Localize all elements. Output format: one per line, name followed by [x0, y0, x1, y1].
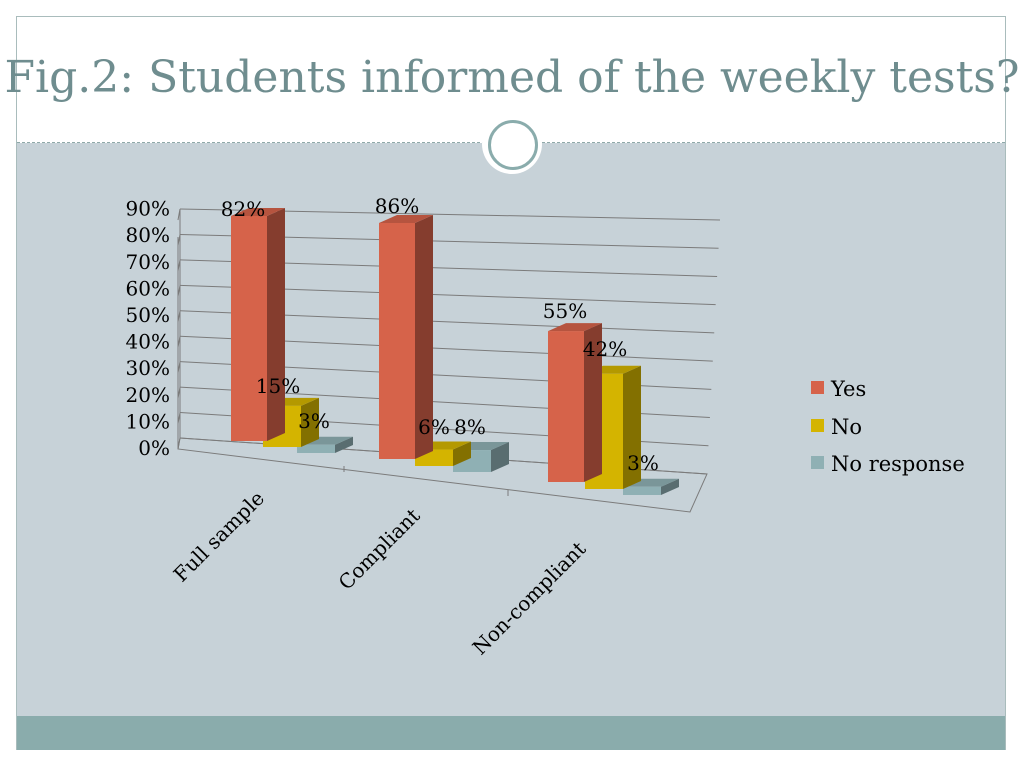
- bar-side: [584, 323, 602, 482]
- y-tick-label: 80%: [126, 223, 170, 247]
- data-label: 6%: [418, 415, 450, 439]
- bar-top: [231, 207, 285, 216]
- category-label: Compliant: [334, 503, 425, 594]
- bar-top: [379, 215, 433, 223]
- data-label: 8%: [454, 415, 486, 439]
- data-label: 3%: [627, 451, 659, 475]
- bar-side: [661, 478, 679, 495]
- legend-label: No: [831, 415, 862, 439]
- data-label: 55%: [543, 299, 587, 323]
- data-label: 15%: [256, 374, 300, 398]
- legend-swatch: [811, 419, 824, 432]
- y-tick-label: 50%: [126, 303, 170, 327]
- bar: [231, 215, 267, 441]
- data-label: 86%: [375, 194, 419, 218]
- footer-bar: [17, 716, 1005, 750]
- legend-swatch: [811, 456, 824, 469]
- bar-side: [453, 441, 471, 466]
- ornament-ring: [488, 120, 538, 170]
- y-tick-label: 40%: [126, 330, 170, 354]
- category-label: Full sample: [169, 486, 269, 586]
- bar: [297, 444, 335, 453]
- bar: [623, 486, 661, 495]
- data-label: 82%: [221, 197, 265, 221]
- legend-label: No response: [831, 452, 965, 476]
- content-area: [17, 143, 1005, 716]
- y-tick-label: 10%: [126, 409, 170, 433]
- bar-side: [301, 397, 319, 447]
- legend-swatch: [811, 381, 824, 394]
- y-tick-label: 70%: [126, 250, 170, 274]
- bar-side: [415, 215, 433, 459]
- bar: [548, 331, 584, 482]
- slide-title: Fig.2: Students informed of the weekly t…: [4, 52, 1020, 103]
- category-label: Non-compliant: [468, 537, 591, 660]
- y-tick-label: 20%: [126, 383, 170, 407]
- bar-top: [548, 323, 602, 332]
- bar-side: [491, 442, 509, 472]
- bar-side: [623, 365, 641, 489]
- y-tick-label: 30%: [126, 356, 170, 380]
- bar: [379, 223, 415, 459]
- data-label: 3%: [298, 409, 330, 433]
- y-tick-label: 60%: [126, 276, 170, 300]
- legend-label: Yes: [830, 377, 866, 401]
- data-label: 42%: [583, 337, 627, 361]
- bar-side: [267, 207, 285, 441]
- chart-floor: [177, 437, 708, 513]
- y-tick-label: 90%: [126, 197, 170, 221]
- y-tick-label: 0%: [138, 436, 170, 460]
- bar-side: [335, 436, 353, 453]
